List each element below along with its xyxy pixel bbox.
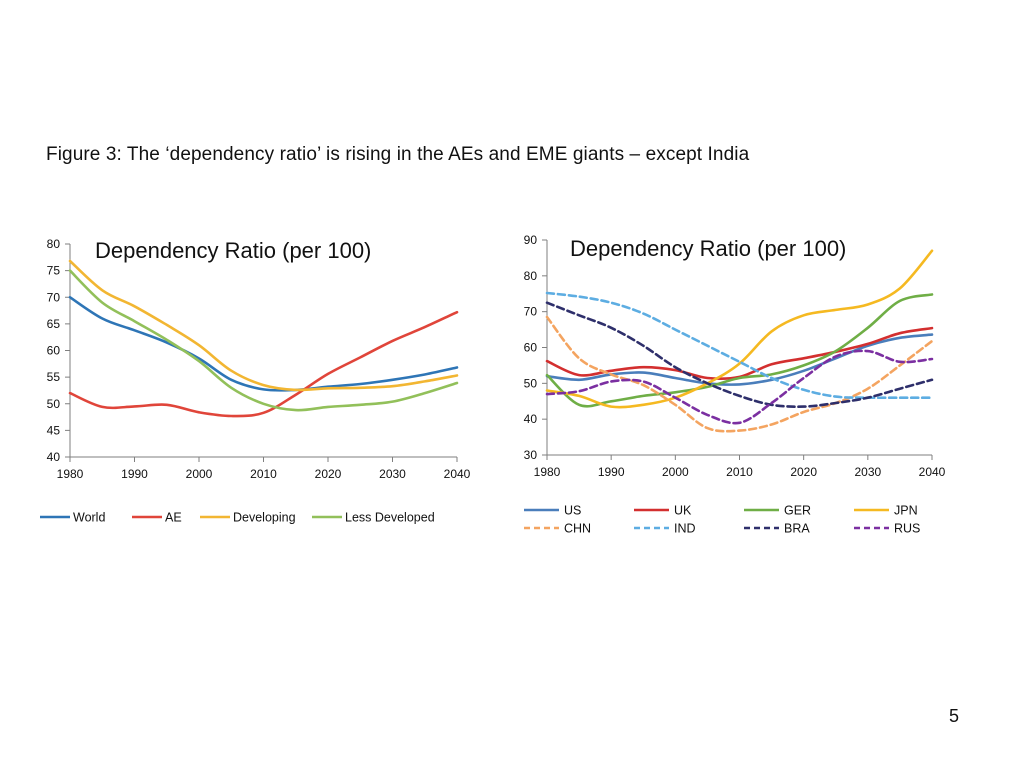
series-line-jpn [545, 249, 934, 409]
slide-title: Figure 3: The ‘dependency ratio’ is risi… [46, 144, 750, 165]
legend-label-jpn: JPN [894, 504, 918, 518]
y-tick-label: 90 [524, 233, 538, 247]
page-number: 5 [949, 706, 960, 726]
chart-dependency-ratio-aggregates: Dependency Ratio (per 100) 40 45 50 55 60 65 70… [40, 237, 471, 525]
x-tick-label: 2040 [919, 465, 946, 479]
x-tick-label: 1980 [57, 467, 84, 481]
x-tick-label: 2010 [250, 467, 277, 481]
series-line-world [68, 296, 459, 392]
series-line-rus [545, 349, 934, 425]
series-line-bra [545, 301, 934, 408]
y-tick-label: 60 [47, 344, 61, 358]
legend-label-ind: IND [674, 522, 696, 536]
y-tick-label: 75 [47, 264, 61, 278]
x-tick-label: 1990 [121, 467, 148, 481]
legend-label-bra: BRA [784, 522, 810, 536]
x-tick-label: 2020 [790, 465, 817, 479]
x-tick-label: 2020 [315, 467, 342, 481]
y-tick-label: 40 [47, 450, 61, 464]
x-tick-label: 1990 [598, 465, 625, 479]
legend-label-uk: UK [674, 504, 692, 518]
x-tick-label: 2030 [854, 465, 881, 479]
x-tick-label: 2010 [726, 465, 753, 479]
legend-label-less-developed: Less Developed [345, 511, 435, 525]
chart-dependency-ratio-countries: Dependency Ratio (per 100) 30 40 50 60 70 80 90… [524, 233, 946, 536]
x-tick-label: 2000 [662, 465, 689, 479]
x-tick-label: 2040 [444, 467, 471, 481]
y-tick-label: 50 [47, 397, 61, 411]
y-tick-label: 45 [47, 423, 61, 437]
y-tick-label: 40 [524, 412, 538, 426]
series-line-ger [545, 293, 934, 408]
legend-label-ger: GER [784, 504, 811, 518]
chart-title: Dependency Ratio (per 100) [570, 236, 846, 261]
y-tick-label: 30 [524, 448, 538, 462]
series-line-less-developed [68, 269, 459, 412]
y-tick-label: 60 [524, 341, 538, 355]
series-line-chn [545, 315, 934, 433]
legend-label-us: US [564, 504, 581, 518]
y-tick-label: 70 [524, 305, 538, 319]
y-tick-label: 80 [524, 269, 538, 283]
legend-label-chn: CHN [564, 522, 591, 536]
x-tick-label: 2000 [186, 467, 213, 481]
y-tick-label: 55 [47, 370, 61, 384]
series-line-ae [68, 310, 459, 418]
y-tick-label: 50 [524, 376, 538, 390]
series-line-developing [68, 259, 459, 392]
legend-label-ae: AE [165, 511, 182, 525]
legend-label-world: World [73, 511, 105, 525]
legend-label-rus: RUS [894, 522, 920, 536]
x-tick-label: 2030 [379, 467, 406, 481]
chart-title: Dependency Ratio (per 100) [95, 238, 371, 263]
y-tick-label: 80 [47, 237, 61, 251]
legend-label-developing: Developing [233, 511, 296, 525]
x-tick-label: 1980 [534, 465, 561, 479]
y-tick-label: 65 [47, 317, 61, 331]
y-tick-label: 70 [47, 290, 61, 304]
